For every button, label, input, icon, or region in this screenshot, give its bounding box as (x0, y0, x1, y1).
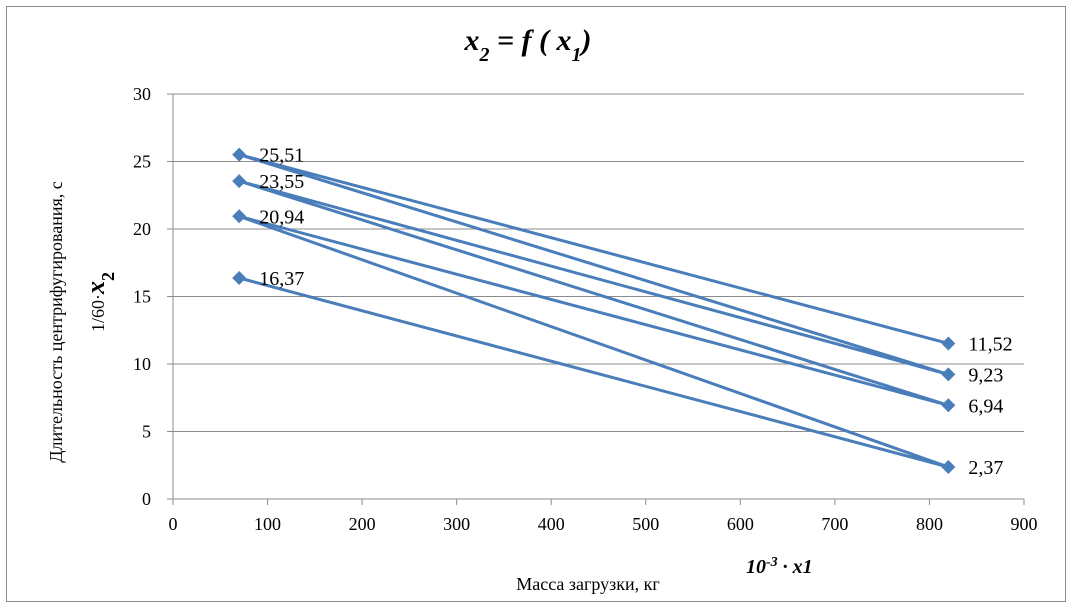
data-label: 2,37 (968, 457, 1003, 479)
y-tick-label: 30 (133, 84, 151, 104)
x-tick-label: 900 (1011, 514, 1038, 534)
x-tick-label: 700 (821, 514, 848, 534)
axes (167, 93, 1025, 505)
markers (232, 147, 956, 475)
data-point-marker (232, 209, 247, 224)
data-point-marker (941, 398, 956, 413)
data-labels: 25,51 23,55 20,94 16,37 11,52 9,23 6,94 2,37 (259, 145, 1012, 479)
x-tick-label: 400 (538, 514, 565, 534)
x-axis-title: Масса загрузки, кг (516, 574, 660, 594)
x-axis-unit: 10-3 · x1 (746, 555, 813, 579)
chart-area (6, 6, 1066, 602)
plot-area (237, 153, 950, 469)
data-label: 23,55 (259, 171, 304, 193)
x-tick-label: 0 (169, 514, 178, 534)
x-tick-label: 100 (254, 514, 281, 534)
data-point-marker (232, 271, 247, 286)
y-tick-label: 15 (133, 287, 151, 307)
y-tick-label: 10 (133, 354, 151, 374)
gridlines (173, 93, 1024, 432)
data-point-marker (232, 147, 247, 162)
data-point-marker (941, 336, 956, 351)
data-label: 16,37 (259, 268, 304, 290)
data-point-marker (232, 174, 247, 189)
series-line (237, 153, 950, 469)
data-label: 6,94 (968, 395, 1003, 417)
chart-title: x2 = f ( x1) (463, 24, 591, 66)
x-tick-label: 200 (349, 514, 376, 534)
y-tick-label: 20 (133, 219, 151, 239)
data-label: 11,52 (968, 333, 1012, 355)
data-label: 9,23 (968, 364, 1003, 386)
data-point-marker (941, 460, 956, 475)
data-label: 20,94 (259, 206, 304, 228)
y-tick-label: 5 (142, 422, 151, 442)
y-tick-label: 25 (133, 152, 151, 172)
y-tick-label: 0 (142, 489, 151, 509)
data-label: 25,51 (259, 145, 304, 167)
x-tick-label: 500 (632, 514, 659, 534)
y-axis-unit: 1/60·x2 (81, 272, 118, 332)
x-tick-label: 800 (916, 514, 943, 534)
x-tick-label: 300 (443, 514, 470, 534)
data-point-marker (941, 367, 956, 382)
x-tick-label: 600 (727, 514, 754, 534)
y-axis-title: Длительность центрифугирования, с (46, 181, 66, 463)
